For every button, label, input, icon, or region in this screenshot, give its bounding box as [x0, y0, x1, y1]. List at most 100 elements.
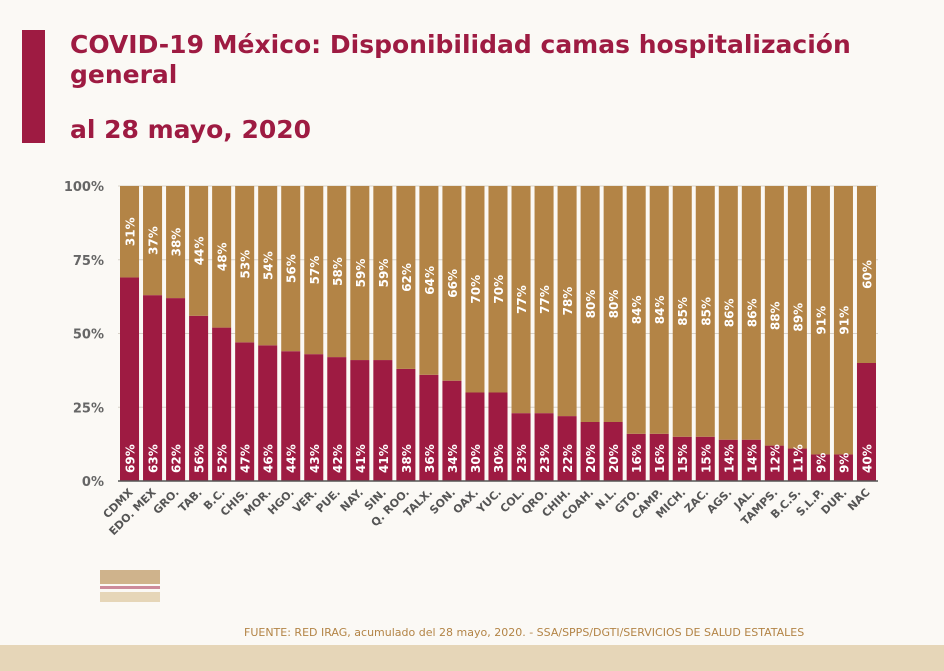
- bar-available: [235, 186, 255, 343]
- data-label-available: 58%: [331, 257, 345, 286]
- source-note: FUENTE: RED IRAG, acumulado del 28 mayo,…: [244, 626, 805, 639]
- category-label: GRO.: [151, 486, 182, 517]
- data-label-available: 70%: [469, 275, 483, 304]
- category-label: DUR.: [819, 486, 850, 517]
- bar-available: [304, 186, 324, 355]
- bar-available: [649, 186, 669, 434]
- bar-available: [856, 186, 876, 363]
- category-label: VER.: [290, 486, 320, 516]
- y-tick-label: 100%: [64, 180, 104, 195]
- data-label-occupied: 20%: [607, 444, 621, 473]
- bar-available: [718, 186, 738, 440]
- data-label-occupied: 52%: [216, 444, 230, 473]
- data-label-occupied: 47%: [239, 444, 253, 473]
- bar-available: [281, 186, 301, 352]
- y-tick-label: 25%: [73, 401, 104, 416]
- data-label-occupied: 14%: [722, 444, 736, 473]
- data-label-occupied: 9%: [814, 453, 828, 473]
- data-label-available: 78%: [561, 287, 575, 316]
- category-label: HGO.: [265, 486, 296, 517]
- bar-occupied: [672, 436, 692, 481]
- data-label-available: 85%: [676, 297, 690, 326]
- data-label-available: 44%: [193, 237, 207, 266]
- bar-occupied: [327, 357, 347, 481]
- bar-occupied: [741, 439, 761, 481]
- bar-occupied: [350, 360, 370, 481]
- bar-available: [741, 186, 761, 440]
- data-label-occupied: 46%: [262, 444, 276, 473]
- bar-available: [350, 186, 370, 361]
- data-label-available: 86%: [745, 298, 759, 327]
- data-label-available: 64%: [423, 266, 437, 295]
- data-label-occupied: 22%: [561, 444, 575, 473]
- data-label-available: 80%: [584, 290, 598, 319]
- category-label: PUE.: [313, 486, 342, 515]
- bar-occupied: [833, 454, 853, 481]
- data-label-occupied: 69%: [124, 444, 138, 473]
- bar-occupied: [488, 392, 508, 481]
- data-label-occupied: 16%: [630, 444, 644, 473]
- category-label: NAC: [845, 486, 872, 513]
- bar-available: [511, 186, 531, 414]
- footer-strip: [0, 645, 944, 671]
- category-label: ZAC.: [682, 486, 712, 516]
- data-label-occupied: 44%: [285, 444, 299, 473]
- data-label-occupied: 43%: [308, 444, 322, 473]
- bar-occupied: [649, 433, 669, 481]
- data-label-occupied: 16%: [653, 444, 667, 473]
- bar-occupied: [235, 342, 255, 481]
- bar-occupied: [373, 360, 393, 481]
- data-label-occupied: 42%: [331, 444, 345, 473]
- bar-occupied: [603, 422, 623, 481]
- bar-available: [603, 186, 623, 422]
- y-tick-label: 50%: [73, 328, 104, 343]
- data-label-available: 89%: [791, 303, 805, 332]
- bar-occupied: [120, 277, 140, 481]
- bar-available: [488, 186, 508, 393]
- data-label-occupied: 34%: [446, 444, 460, 473]
- bar-occupied: [212, 327, 232, 481]
- bar-occupied: [304, 354, 324, 481]
- bar-occupied: [442, 380, 462, 481]
- data-label-available: 84%: [653, 296, 667, 325]
- bar-available: [580, 186, 600, 422]
- bar-available: [810, 186, 830, 455]
- bar-occupied: [419, 374, 439, 481]
- data-label-occupied: 20%: [584, 444, 598, 473]
- government-logo-icon: [100, 570, 160, 602]
- data-label-occupied: 36%: [423, 444, 437, 473]
- category-label: YUC.: [474, 486, 505, 517]
- data-label-available: 85%: [699, 297, 713, 326]
- bar-occupied: [787, 448, 807, 481]
- bar-available: [833, 186, 853, 455]
- bar-occupied: [511, 413, 531, 481]
- category-label: AGS.: [704, 486, 734, 516]
- data-label-occupied: 62%: [170, 444, 184, 473]
- data-label-available: 66%: [446, 269, 460, 298]
- bar-occupied: [258, 345, 278, 481]
- data-label-occupied: 38%: [400, 444, 414, 473]
- data-label-occupied: 15%: [676, 444, 690, 473]
- data-label-occupied: 30%: [492, 444, 506, 473]
- data-label-available: 56%: [285, 254, 299, 283]
- data-label-available: 77%: [515, 285, 529, 314]
- data-label-available: 88%: [768, 301, 782, 330]
- bar-available: [258, 186, 278, 346]
- bar-available: [534, 186, 554, 414]
- data-label-available: 60%: [860, 260, 874, 289]
- bar-occupied: [718, 439, 738, 481]
- data-label-available: 84%: [630, 296, 644, 325]
- data-label-available: 37%: [147, 226, 161, 255]
- data-label-available: 59%: [377, 259, 391, 288]
- data-label-available: 77%: [538, 285, 552, 314]
- data-label-available: 86%: [722, 298, 736, 327]
- bar-available: [787, 186, 807, 449]
- title-accent-bar: [22, 30, 45, 143]
- data-label-available: 57%: [308, 256, 322, 285]
- bar-available: [327, 186, 347, 358]
- data-label-occupied: 14%: [745, 444, 759, 473]
- bar-available: [373, 186, 393, 361]
- bar-occupied: [764, 445, 784, 481]
- data-label-occupied: 9%: [837, 453, 851, 473]
